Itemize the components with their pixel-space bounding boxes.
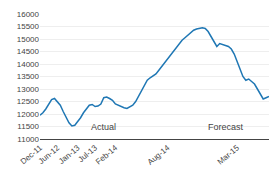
svg-text:12500: 12500 [17, 97, 40, 106]
svg-text:13000: 13000 [17, 85, 40, 94]
svg-text:15000: 15000 [17, 35, 40, 44]
svg-text:Actual: Actual [91, 122, 116, 132]
svg-text:15500: 15500 [17, 22, 40, 31]
svg-text:11000: 11000 [17, 135, 39, 144]
svg-text:Jan-13: Jan-13 [57, 143, 82, 166]
svg-text:12000: 12000 [17, 110, 40, 119]
svg-text:13500: 13500 [17, 72, 40, 81]
svg-text:Aug-14: Aug-14 [146, 143, 172, 167]
svg-text:14000: 14000 [17, 60, 40, 69]
svg-text:Feb-14: Feb-14 [94, 143, 120, 167]
svg-text:Mar-15: Mar-15 [216, 143, 242, 167]
svg-text:Forecast: Forecast [208, 122, 244, 132]
svg-text:16000: 16000 [17, 10, 40, 19]
svg-text:Dec-11: Dec-11 [19, 143, 45, 166]
svg-text:Jun-12: Jun-12 [37, 143, 62, 166]
svg-text:14500: 14500 [17, 47, 40, 56]
svg-text:Jul-13: Jul-13 [76, 143, 99, 164]
svg-text:11500: 11500 [17, 122, 39, 131]
